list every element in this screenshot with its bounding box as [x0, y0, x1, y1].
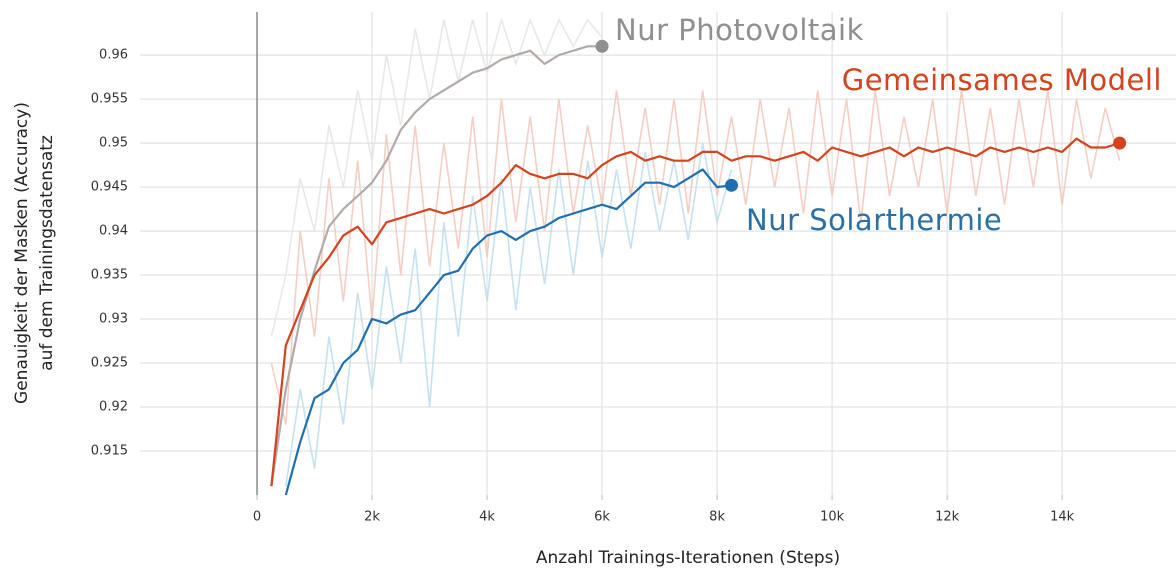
raw-line: [270, 17, 603, 337]
series-label: Nur Solarthermie: [746, 203, 1002, 237]
y-tick-label: 0.96: [99, 48, 128, 63]
grid: 0.915 0.92 0.925 0.93 0.935 0.94 0.945 0.95 0.95…: [91, 12, 1176, 525]
x-axis-title: Anzahl Trainings-Iterationen (Steps): [536, 548, 840, 568]
y-axis-title: Genauigkeit der Masken (Accuracy): [12, 102, 32, 404]
end-marker: [1113, 136, 1127, 150]
y-tick-label: 0.95: [99, 136, 128, 151]
series-label: Gemeinsames Modell: [842, 63, 1162, 97]
y-tick-label: 0.94: [99, 224, 128, 239]
x-tick-label: 6k: [594, 510, 610, 525]
end-marker: [724, 178, 738, 192]
end-marker: [595, 39, 609, 53]
y-tick-label: 0.925: [91, 356, 128, 371]
y-tick-label: 0.92: [99, 400, 128, 415]
x-tick-label: 8k: [709, 510, 725, 525]
x-tick-label: 2k: [364, 510, 380, 525]
labels: Nur Photovoltaik Gemeinsames Modell Nur So…: [595, 13, 1162, 237]
y-tick-label: 0.935: [91, 268, 128, 283]
x-tick-label: 10k: [820, 510, 845, 525]
y-tick-label: 0.93: [99, 312, 128, 327]
x-tick-label: 12k: [935, 510, 960, 525]
smoothed-line: [270, 45, 603, 487]
y-tick-label: 0.915: [91, 444, 128, 459]
x-tick-label: 14k: [1050, 510, 1075, 525]
x-tick-label: 0: [253, 510, 261, 525]
smoothed-line: [284, 168, 732, 495]
plot-area: [270, 17, 1121, 495]
x-tick-label: 4k: [479, 510, 495, 525]
y-tick-label: 0.955: [91, 92, 128, 107]
raw-line: [270, 90, 1121, 425]
series-label: Nur Photovoltaik: [615, 13, 864, 47]
y-tick-label: 0.945: [91, 180, 128, 195]
y-axis-title: auf dem Trainingsdatensatz: [37, 135, 57, 371]
smoothed-line: [270, 137, 1120, 487]
raw-line: [285, 142, 733, 487]
